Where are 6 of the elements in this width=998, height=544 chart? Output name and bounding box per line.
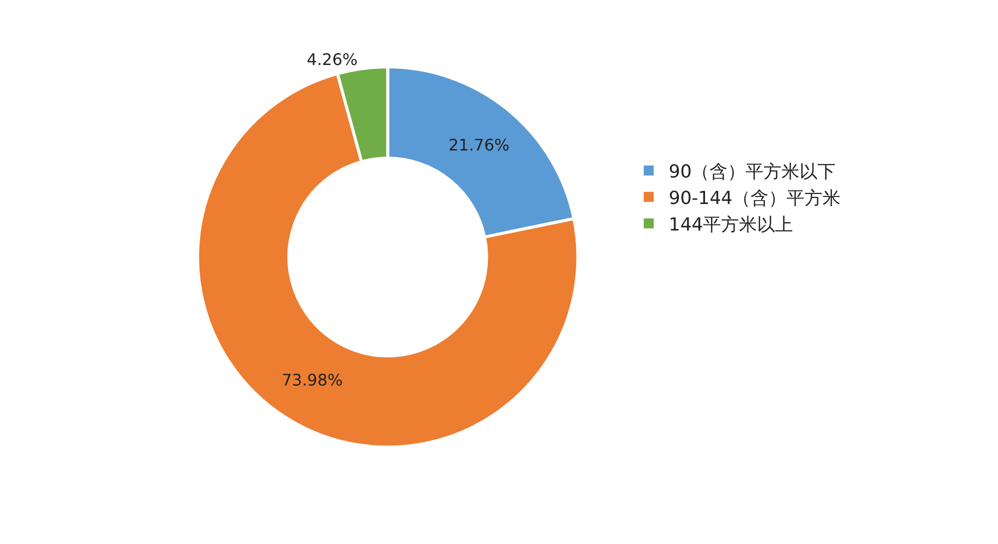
legend-label: 90-144（含）平方米 (668, 188, 841, 209)
data-label: 73.98% (282, 370, 343, 390)
data-label: 4.26% (306, 50, 358, 69)
legend-label: 90（含）平方米以下 (668, 162, 836, 183)
data-label: 21.76% (448, 136, 510, 155)
legend-label: 144平方米以上 (668, 214, 794, 236)
